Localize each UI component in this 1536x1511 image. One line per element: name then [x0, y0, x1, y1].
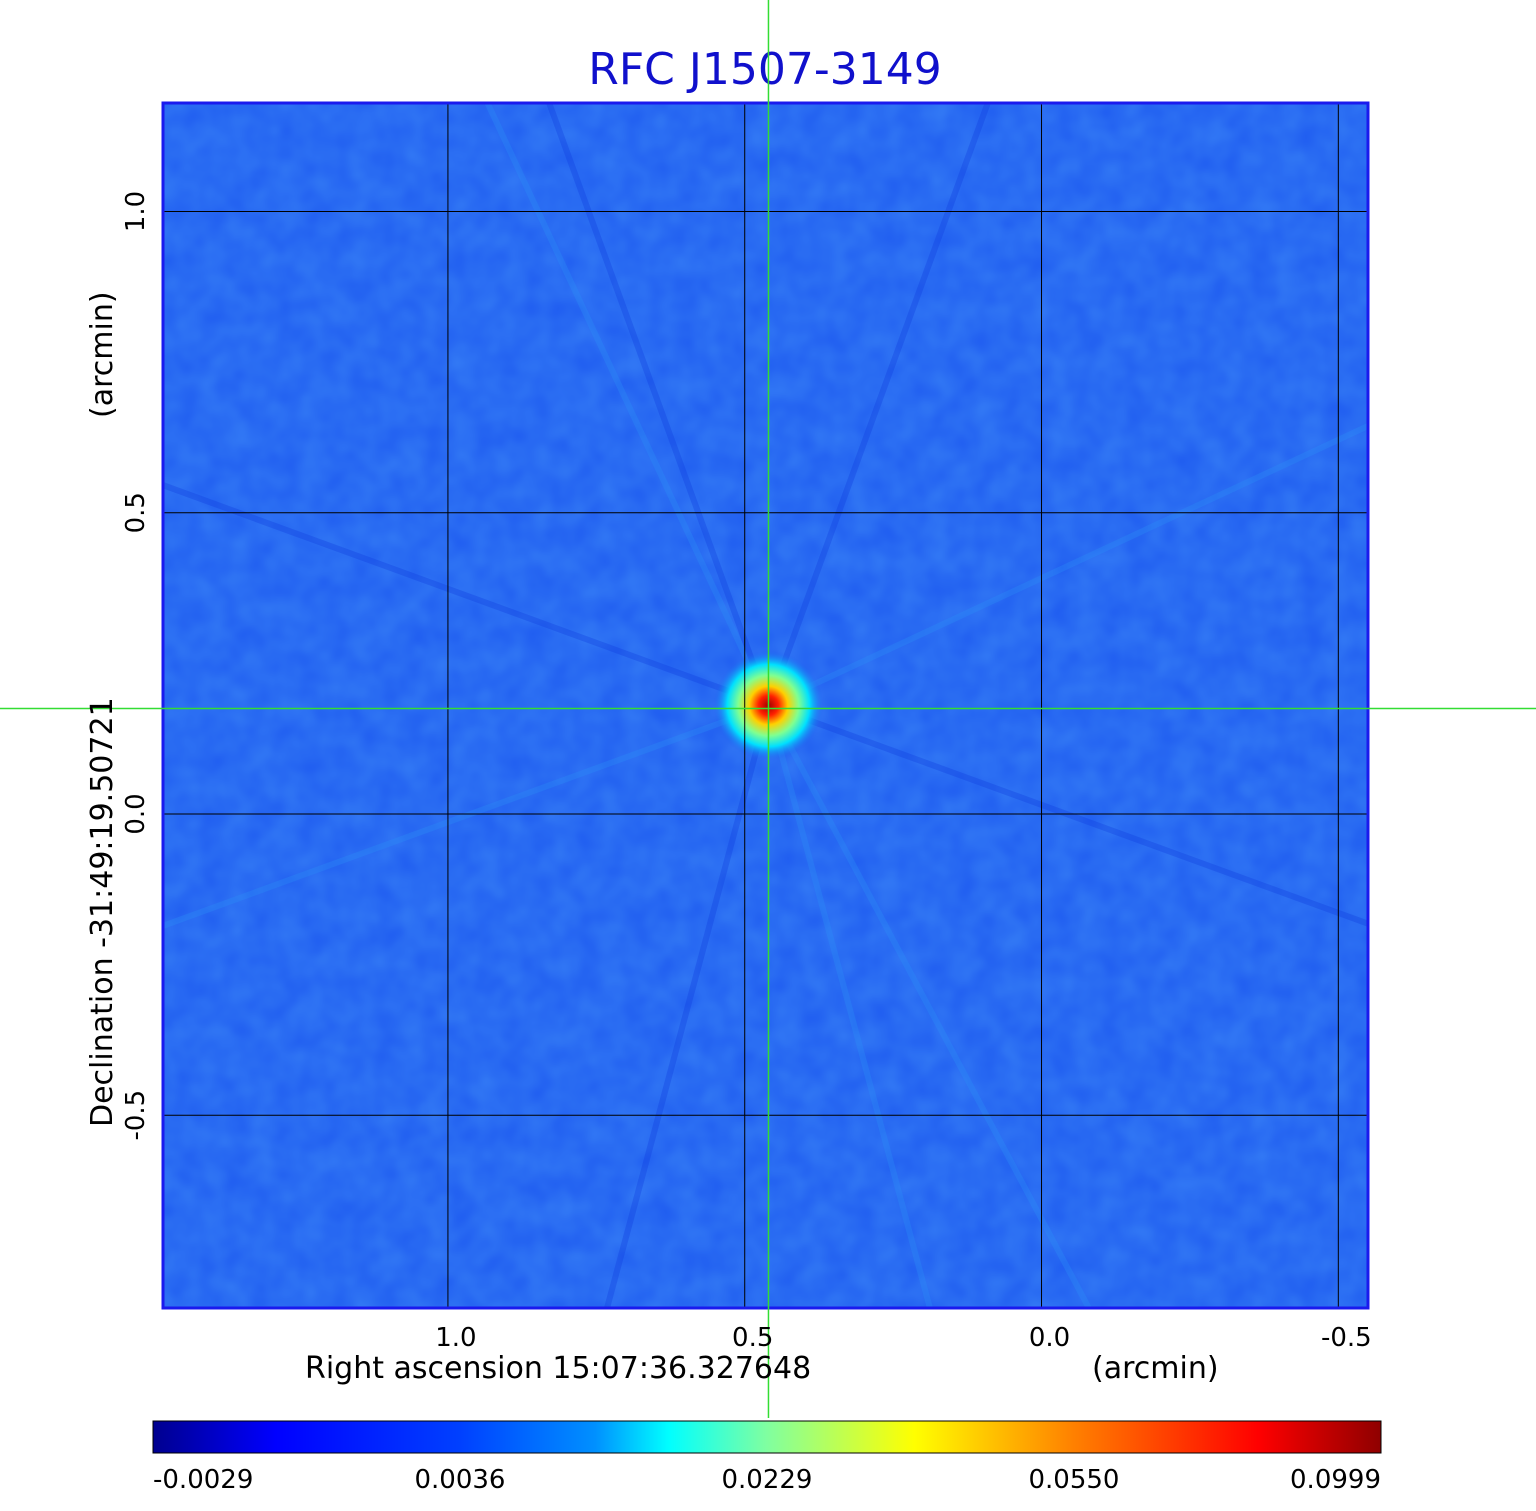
colorbar-tick-label: -0.0029 [153, 1465, 253, 1495]
sidelobe-streak [603, 704, 772, 1308]
x-axis-unit: (arcmin) [1092, 1351, 1219, 1386]
sidelobe-streak [765, 704, 1093, 1308]
coordinate-grid [163, 103, 1368, 1308]
sidelobe-streak [484, 103, 772, 707]
sidelobe-streak [767, 702, 1368, 927]
colorbar-tick-label: 0.0229 [722, 1465, 813, 1495]
colorbar-tick-label: 0.0036 [415, 1465, 506, 1495]
y-tick-labels: 1.0 0.5 0.0 -0.5 [121, 191, 151, 1141]
y-tick-label: -0.5 [121, 1090, 151, 1141]
chart-title: RFC J1507-3149 [588, 44, 941, 95]
sidelobe-streak [765, 704, 934, 1308]
sidelobe-streak [765, 103, 991, 707]
sidelobe-streak [163, 481, 770, 709]
x-tick-labels: 1.0 0.5 0.0 -0.5 [435, 1323, 1371, 1353]
x-axis-label: Right ascension 15:07:36.327648 [305, 1351, 811, 1386]
x-tick-label: -0.5 [1321, 1323, 1372, 1353]
colorbar [152, 1420, 1382, 1454]
x-tick-label: 1.0 [435, 1323, 476, 1353]
x-tick-label: 0.0 [1029, 1323, 1070, 1353]
y-tick-label: 0.5 [121, 492, 151, 533]
plot-frame [161, 101, 1370, 1310]
sidelobe-streak [163, 702, 770, 930]
y-tick-label: 1.0 [121, 191, 151, 232]
x-tick-label: 0.5 [732, 1323, 773, 1353]
colorbar-tick-label: 0.0550 [1029, 1465, 1120, 1495]
y-tick-label: 0.0 [121, 793, 151, 834]
y-axis-label: Declination -31:49:19.50721 [85, 697, 120, 1127]
colorbar-tick-labels: -0.0029 0.0036 0.0229 0.0550 0.0999 [153, 1465, 1381, 1495]
sidelobe-streak [545, 103, 772, 707]
y-axis-unit: (arcmin) [85, 291, 120, 418]
colorbar-tick-label: 0.0999 [1290, 1465, 1381, 1495]
sidelobe-streak [767, 422, 1368, 709]
